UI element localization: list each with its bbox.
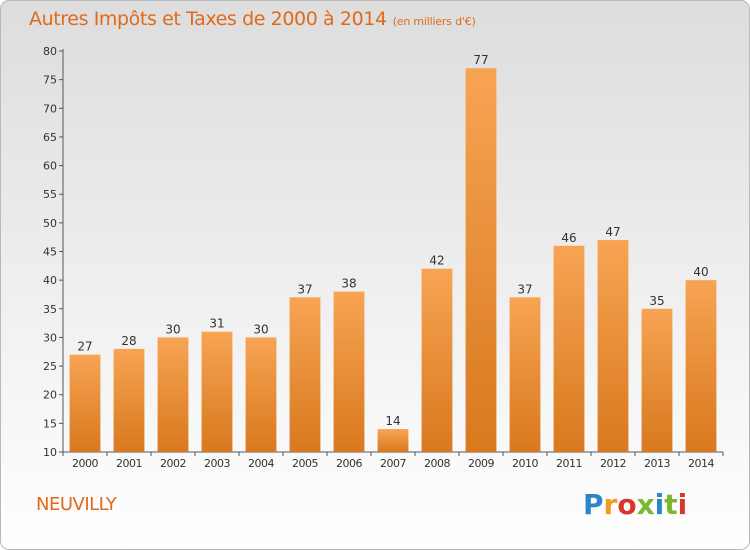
x-axis: 2000 2001 2002 2003 2004 2005 2006 2007 2008 2009… — [62, 451, 724, 470]
bar-2003 — [201, 331, 233, 452]
y-tick-label: 10 — [43, 446, 57, 459]
chart-subtitle: (en milliers d'€) — [392, 15, 476, 28]
data-label: 14 — [385, 414, 400, 428]
data-label: 40 — [693, 265, 708, 279]
data-labels: 27 28 30 31 30 37 38 14 42 77 37 46 47 35 40 — [77, 53, 708, 428]
data-label: 35 — [649, 294, 664, 308]
y-tick-label: 50 — [43, 217, 57, 230]
chart-title: Autres Impôts et Taxes de 2000 à 2014 (en… — [29, 8, 476, 30]
bar-2006 — [333, 291, 365, 452]
data-label: 31 — [209, 317, 224, 331]
data-label: 30 — [165, 322, 180, 336]
data-label: 37 — [517, 282, 532, 296]
data-label: 30 — [253, 322, 268, 336]
bar-2007 — [377, 429, 409, 452]
bar-2011 — [553, 245, 585, 452]
bar-2014 — [685, 280, 717, 452]
x-tick-label: 2006 — [336, 457, 362, 470]
x-tick-label: 2012 — [600, 457, 626, 470]
y-tick-label: 65 — [43, 131, 57, 144]
y-tick-label: 75 — [43, 74, 57, 87]
data-label: 47 — [605, 225, 620, 239]
x-tick-label: 2005 — [292, 457, 318, 470]
x-tick-label: 2002 — [160, 457, 186, 470]
bar-2012 — [597, 240, 629, 452]
y-tick-label: 35 — [43, 303, 57, 316]
x-tick-label: 2011 — [556, 457, 582, 470]
data-label: 28 — [121, 334, 136, 348]
y-tick-label: 80 — [43, 45, 57, 58]
y-axis: 10 15 20 25 30 35 40 45 50 55 60 65 70 75 80 — [43, 45, 64, 459]
bar-2013 — [641, 308, 673, 452]
y-tick-label: 40 — [43, 274, 57, 287]
commune-name: NEUVILLY — [36, 494, 117, 515]
y-tick-label: 55 — [43, 188, 57, 201]
bar-2008 — [421, 268, 453, 452]
bar-2000 — [69, 354, 101, 452]
bar-2001 — [113, 348, 145, 452]
data-label: 27 — [77, 340, 92, 354]
proxiti-logo: Proxiti — [583, 488, 688, 521]
x-tick-label: 2013 — [644, 457, 670, 470]
bar-2010 — [509, 297, 541, 452]
y-tick-label: 45 — [43, 246, 57, 259]
x-tick-label: 2008 — [424, 457, 450, 470]
data-label: 37 — [297, 282, 312, 296]
x-tick-label: 2000 — [72, 457, 98, 470]
x-tick-label: 2009 — [468, 457, 494, 470]
bars — [69, 68, 717, 452]
bar-2002 — [157, 337, 189, 452]
y-tick-label: 25 — [43, 360, 57, 373]
y-tick-label: 20 — [43, 389, 57, 402]
x-tick-label: 2010 — [512, 457, 538, 470]
bar-2005 — [289, 297, 321, 452]
x-tick-label: 2004 — [248, 457, 274, 470]
bar-2009 — [465, 68, 497, 452]
data-label: 42 — [429, 254, 444, 268]
y-tick-label: 30 — [43, 331, 57, 344]
data-label: 77 — [473, 53, 488, 67]
y-tick-label: 70 — [43, 102, 57, 115]
bar-2004 — [245, 337, 277, 452]
chart-title-main: Autres Impôts et Taxes de 2000 à 2014 — [29, 8, 387, 30]
data-label: 38 — [341, 277, 356, 291]
x-tick-label: 2007 — [380, 457, 406, 470]
data-label: 46 — [561, 231, 576, 245]
x-tick-label: 2014 — [688, 457, 714, 470]
x-tick-label: 2001 — [116, 457, 142, 470]
y-tick-label: 60 — [43, 160, 57, 173]
y-tick-label: 15 — [43, 417, 57, 430]
x-tick-label: 2003 — [204, 457, 230, 470]
